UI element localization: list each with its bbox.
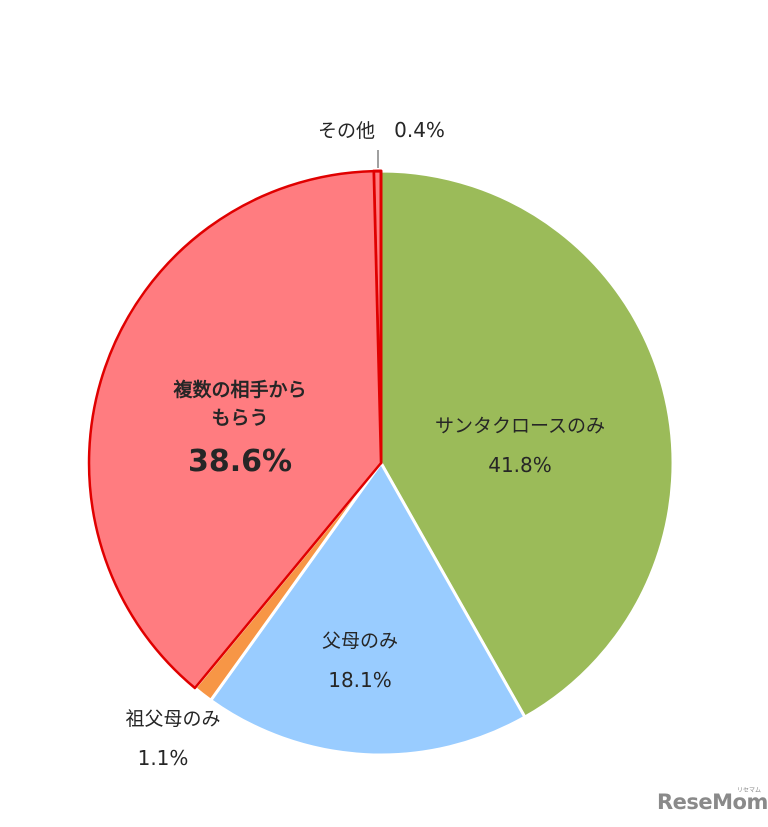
label-multiple-pct: 38.6% bbox=[187, 444, 293, 479]
label-multiple-name-2: もらう bbox=[211, 407, 269, 429]
label-multiple: 複数の相手から もらう 38.6% bbox=[140, 376, 340, 482]
label-parents-pct: 18.1% bbox=[328, 668, 392, 692]
label-parents: 父母のみ 18.1% bbox=[300, 628, 420, 694]
label-santa-name: サンタクロースのみ bbox=[434, 415, 606, 437]
resemom-logo-sub: リセマム bbox=[737, 787, 762, 794]
label-other-pct: 0.4% bbox=[394, 118, 445, 142]
slice-multiple bbox=[87, 169, 383, 690]
label-other: その他 0.4% bbox=[318, 116, 445, 144]
label-santa: サンタクロースのみ 41.8% bbox=[420, 413, 620, 479]
label-other-name: その他 bbox=[318, 120, 376, 142]
resemom-logo: ReseMom bbox=[657, 790, 768, 814]
label-multiple-name-1: 複数の相手から bbox=[173, 379, 307, 401]
label-grandparents: 祖父母のみ 1.1% bbox=[108, 706, 238, 772]
slice-parents bbox=[209, 461, 527, 757]
slice-santa bbox=[379, 169, 675, 719]
label-parents-name: 父母のみ bbox=[321, 630, 398, 652]
label-grandparents-pct: 1.1% bbox=[137, 746, 189, 770]
label-grandparents-name: 祖父母のみ bbox=[125, 708, 221, 730]
label-santa-pct: 41.8% bbox=[488, 453, 552, 477]
